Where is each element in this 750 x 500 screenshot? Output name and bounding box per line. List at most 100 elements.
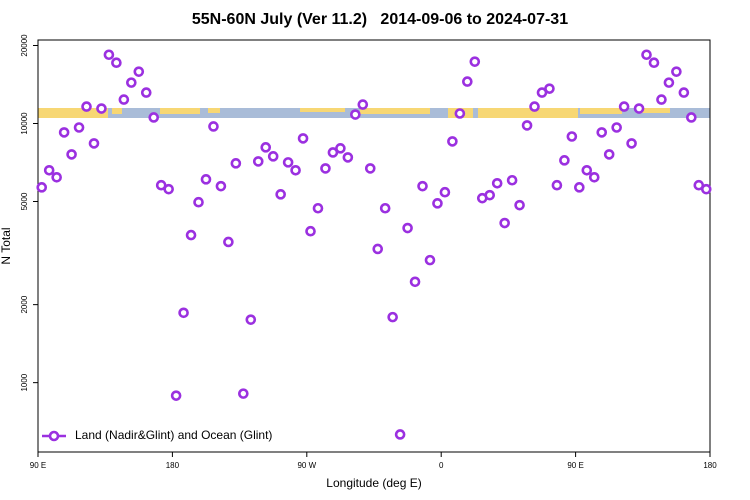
x-tick-label: 180: [703, 461, 717, 470]
data-point: [215, 180, 227, 192]
data-point: [439, 186, 451, 198]
data-point: [327, 147, 339, 158]
y-axis-label: N Total: [0, 227, 13, 264]
data-point: [559, 155, 570, 166]
data-point: [663, 77, 675, 88]
legend-label: Land (Nadir&Glint) and Ocean (Glint): [75, 428, 272, 442]
data-point: [551, 179, 563, 191]
data-point: [126, 77, 137, 88]
data-point: [409, 276, 421, 288]
data-point: [118, 94, 130, 105]
data-point: [424, 254, 436, 266]
data-point: [267, 151, 279, 162]
plot-frame: [37, 39, 711, 453]
data-point: [700, 183, 712, 195]
data-point: [387, 311, 398, 323]
data-point: [312, 202, 324, 214]
data-point: [596, 127, 608, 138]
y-tick-label: 2000: [20, 295, 29, 313]
y-tick-label: 10000: [20, 112, 29, 135]
data-point: [469, 56, 481, 67]
data-point: [529, 101, 540, 112]
data-point: [656, 94, 667, 105]
data-point: [581, 164, 593, 176]
chart-title: 55N-60N July (Ver 11.2) 2014-09-06 to 20…: [192, 11, 568, 28]
data-point: [290, 164, 301, 176]
data-point: [238, 388, 249, 399]
data-point: [633, 103, 645, 114]
data-point: [611, 122, 622, 133]
data-point: [574, 182, 585, 193]
data-point: [230, 158, 242, 169]
x-tick-label: 90 E: [30, 461, 46, 470]
data-point: [364, 163, 376, 174]
data-point: [133, 66, 145, 77]
data-point: [394, 429, 406, 440]
data-point: [417, 180, 428, 192]
data-point: [43, 164, 55, 176]
data-point: [566, 131, 578, 142]
data-point: [245, 314, 257, 325]
data-point: [588, 172, 600, 183]
data-point: [252, 156, 264, 167]
data-point: [103, 49, 115, 61]
data-point: [320, 163, 331, 174]
legend-marker: [48, 430, 60, 442]
data-point: [297, 133, 309, 144]
data-point: [200, 174, 212, 185]
data-point: [51, 172, 62, 183]
data-point: [357, 99, 369, 110]
data-point: [626, 138, 637, 149]
data-point: [73, 122, 85, 133]
data-point: [81, 101, 92, 112]
data-point: [686, 112, 697, 123]
legend: Land (Nadir&Glint) and Ocean (Glint): [42, 428, 272, 442]
data-point: [111, 57, 122, 69]
data-point: [282, 157, 294, 168]
data-point: [88, 138, 100, 149]
data-point: [447, 136, 458, 147]
data-point: [36, 182, 48, 193]
land-ocean-strip: [38, 108, 710, 118]
x-tick-label: 180: [166, 461, 180, 470]
data-point: [208, 121, 219, 132]
x-tick-label: 90 W: [297, 461, 316, 470]
data-point: [641, 49, 652, 61]
data-point: [603, 149, 615, 160]
data-point: [66, 149, 77, 160]
y-tick-label: 1000: [20, 373, 29, 391]
y-tick-label: 20000: [20, 34, 29, 57]
data-point: [544, 83, 555, 94]
data-point: [678, 87, 690, 98]
data-point: [506, 174, 518, 186]
data-point: [379, 202, 391, 214]
x-tick-label: 0: [439, 461, 444, 470]
data-point: [140, 87, 152, 98]
data-point: [350, 109, 361, 120]
data-point: [178, 307, 189, 319]
data-point: [58, 127, 70, 138]
data-point: [484, 189, 496, 201]
data-point: [499, 217, 510, 229]
data-point: [462, 76, 473, 87]
data-point: [491, 177, 503, 189]
data-point: [372, 243, 384, 255]
data-point: [260, 142, 272, 153]
data-point: [514, 199, 525, 211]
data-point: [148, 112, 160, 123]
y-tick-label: 5000: [20, 192, 29, 210]
data-point: [305, 225, 316, 237]
data-point: [618, 101, 630, 112]
data-point: [454, 108, 466, 119]
data-point: [342, 152, 354, 163]
data-point: [223, 236, 234, 248]
data-point: [163, 183, 174, 195]
data-point: [648, 57, 660, 69]
data-point: [335, 143, 346, 154]
x-axis-label: Longitude (deg E): [326, 476, 421, 490]
data-point: [193, 196, 204, 208]
x-tick-label: 90 E: [567, 461, 583, 470]
data-point: [170, 390, 182, 401]
data-point: [671, 66, 682, 77]
data-point: [185, 229, 197, 241]
